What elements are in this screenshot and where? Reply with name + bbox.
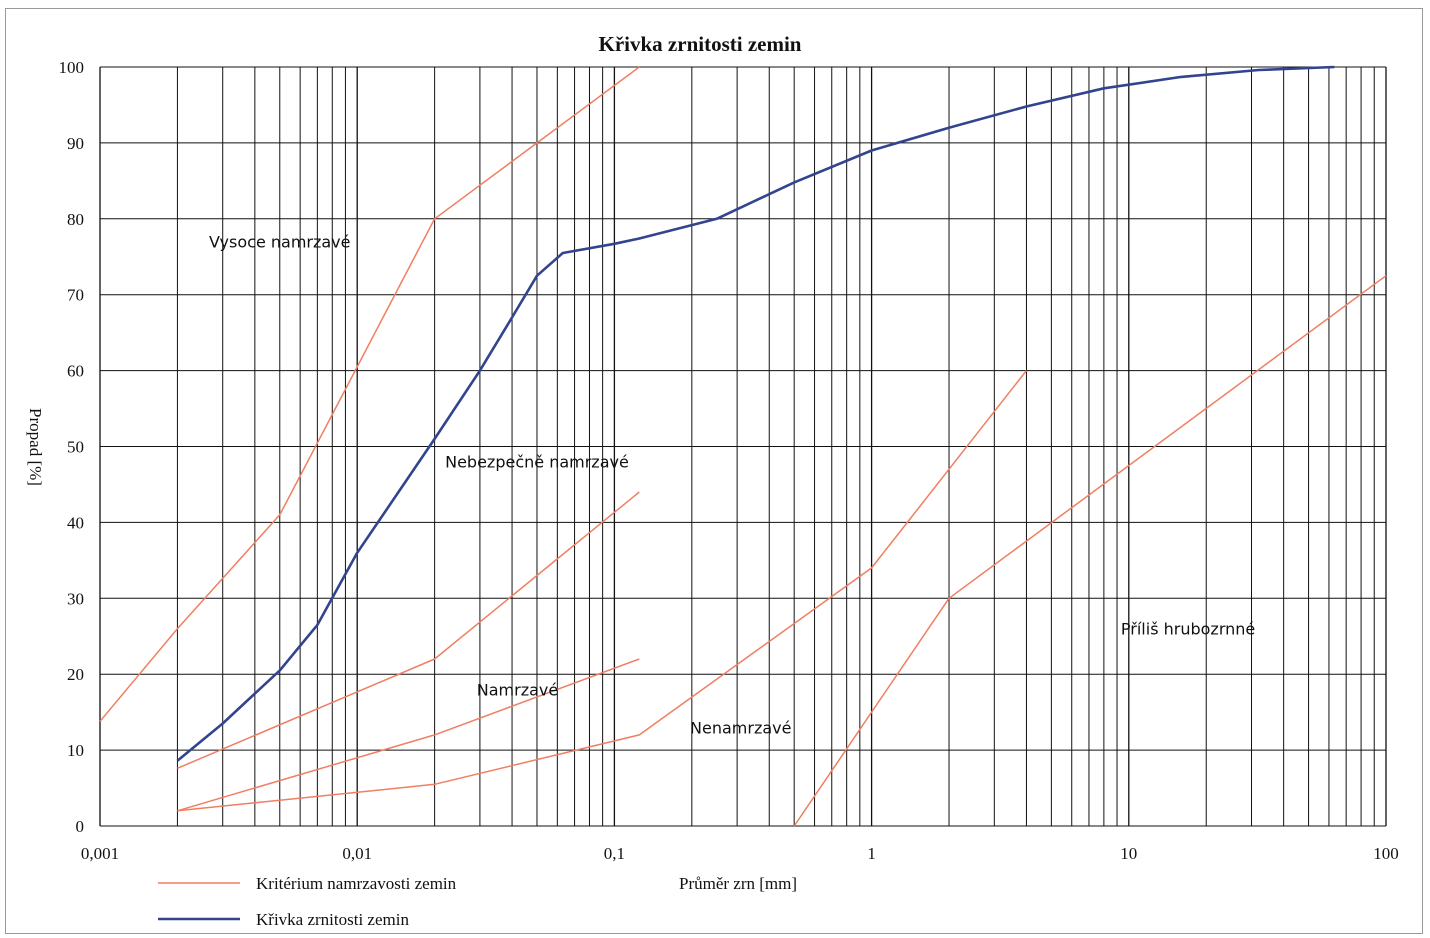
frost-criterion-line-2 <box>177 491 640 769</box>
axis-labels: 0 10 20 30 40 50 60 70 80 90 100 0,001 0,01 0,1 1 10 100 <box>59 58 1399 863</box>
region-label: Nebezpečně namrzavé <box>445 453 629 472</box>
y-tick-label: 30 <box>67 589 84 608</box>
region-label: Vysoce namrzavé <box>209 233 350 252</box>
x-tick-label: 0,001 <box>81 844 119 863</box>
legend: Kritérium namrzavosti zemin Křivka zrnit… <box>158 874 457 929</box>
grid-lines <box>99 66 1387 827</box>
grading-curve-line <box>176 65 1335 762</box>
y-tick-label: 10 <box>67 741 84 760</box>
x-tick-label: 0,01 <box>342 844 372 863</box>
y-tick-label: 20 <box>67 665 84 684</box>
x-tick-label: 10 <box>1120 844 1137 863</box>
y-tick-label: 50 <box>67 438 84 457</box>
frost-criterion-line-5 <box>793 275 1387 827</box>
legend-label-grading-curve: Křivka zrnitosti zemin <box>256 910 409 929</box>
y-tick-label: 70 <box>67 286 84 305</box>
x-tick-label: 1 <box>867 844 876 863</box>
frost-criterion-line-1 <box>99 66 640 722</box>
frost-criterion-line-3 <box>177 658 640 812</box>
chart-title: Křivka zrnitosti zemin <box>599 32 802 56</box>
region-label: Příliš hrubozrnné <box>1121 620 1255 639</box>
y-tick-label: 100 <box>59 58 85 77</box>
y-axis-title: Propad [%] <box>26 408 45 486</box>
series-lines <box>99 65 1387 827</box>
x-axis-title: Průměr zrn [mm] <box>679 874 797 893</box>
region-label: Namrzavé <box>477 680 558 699</box>
x-tick-label: 100 <box>1373 844 1399 863</box>
y-tick-label: 80 <box>67 210 84 229</box>
region-annotations: Vysoce namrzavé Nebezpečně namrzavé Namrza… <box>209 233 1255 738</box>
x-tick-label: 0,1 <box>604 844 625 863</box>
y-tick-label: 90 <box>67 134 84 153</box>
frost-criterion-line-4 <box>177 370 1027 812</box>
y-tick-label: 60 <box>67 362 84 381</box>
legend-label-criterion: Kritérium namrzavosti zemin <box>256 874 457 893</box>
region-label: Nenamrzavé <box>690 718 791 737</box>
y-tick-label: 0 <box>76 817 85 836</box>
y-tick-label: 40 <box>67 513 84 532</box>
chart-frame <box>5 8 1423 934</box>
